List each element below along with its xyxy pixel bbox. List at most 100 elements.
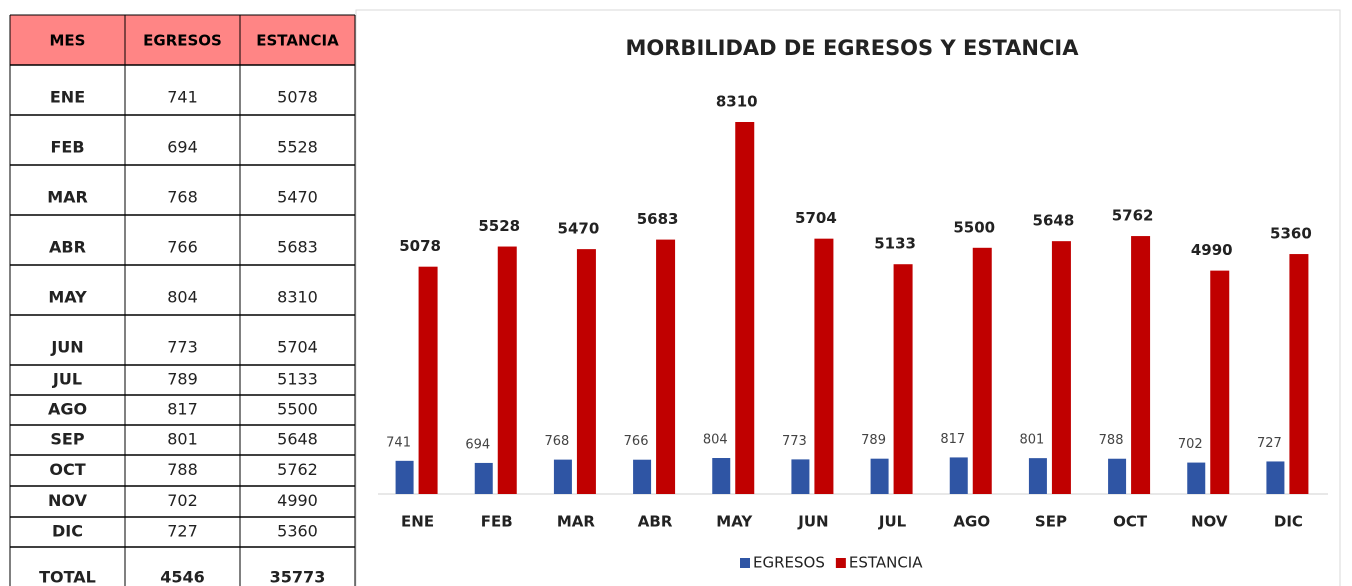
bar [814,238,834,494]
x-tick-label: MAY [716,513,753,531]
bar [1266,461,1285,494]
data-label: 789 [861,433,886,448]
x-tick-label: ABR [638,513,673,531]
table-cell: 702 [167,491,198,510]
bar [553,459,572,494]
month-cell: JUN [50,338,83,357]
month-cell: FEB [50,138,84,157]
bar [474,462,493,494]
data-label: 727 [1257,436,1282,451]
x-tick-label: OCT [1113,513,1148,531]
column-header: MES [50,32,86,50]
legend-swatch [740,558,750,568]
data-label: 5500 [953,218,995,236]
data-label: 804 [703,433,728,448]
column-header: EGRESOS [143,32,222,50]
bar [1028,458,1047,494]
legend-label: ESTANCIA [849,554,923,572]
x-tick-label: JUL [878,513,907,531]
bar [791,459,810,494]
bar [893,264,913,494]
data-label: 702 [1178,437,1203,452]
table-cell: 789 [167,370,198,389]
table-cell: 768 [167,188,198,207]
data-label: 4990 [1191,241,1233,259]
bar [972,247,992,494]
month-cell: SEP [50,430,84,449]
data-label: 766 [624,434,649,449]
data-label: 817 [940,432,965,447]
bar [949,457,968,494]
data-label: 5470 [558,220,600,238]
x-tick-label: JUN [797,513,828,531]
table-cell: 5133 [277,370,318,389]
data-label: 5762 [1112,207,1154,225]
bar [712,458,731,494]
table-cell: 5078 [277,88,318,107]
header-bg [10,15,355,65]
month-cell: OCT [49,460,85,479]
table-cell: 741 [167,88,198,107]
x-tick-label: MAR [557,513,596,531]
data-label: 5528 [478,217,520,235]
bar [870,458,889,494]
data-label: 741 [386,435,411,450]
table-cell: 694 [167,138,198,157]
month-cell: MAY [48,288,87,307]
table-cell: 5360 [277,522,318,541]
x-tick-label: AGO [953,513,990,531]
table-cell: 5470 [277,188,318,207]
bar [395,460,414,494]
month-cell: MAR [47,188,88,207]
chart-title: MORBILIDAD DE EGRESOS Y ESTANCIA [626,36,1080,60]
data-label: 5360 [1270,225,1312,243]
table-cell: 766 [167,238,198,257]
data-label: 5648 [1033,212,1075,230]
x-tick-label: NOV [1191,513,1228,531]
bar [418,266,438,494]
legend-label: EGRESOS [753,554,825,572]
bar [1051,241,1071,494]
bar [735,122,755,494]
total-cell: 4546 [160,568,205,586]
bar [576,249,596,494]
bar [633,459,652,494]
month-cell: DIC [52,522,83,541]
column-header: ESTANCIA [256,32,339,50]
data-label: 5704 [795,209,837,227]
x-tick-label: ENE [401,513,434,531]
table-cell: 773 [167,338,198,357]
x-tick-label: FEB [481,513,513,531]
data-label: 8310 [716,93,758,111]
table-cell: 8310 [277,288,318,307]
bar [1108,458,1127,494]
chart-frame [355,9,1341,586]
legend-swatch [835,558,846,568]
month-cell: AGO [48,400,87,419]
table-cell: 5648 [277,430,318,449]
bar [1131,236,1151,495]
bar [656,239,676,494]
table-cell: 788 [167,460,198,479]
data-label: 773 [782,434,807,449]
total-cell: 35773 [270,568,326,586]
bar [1187,462,1206,494]
month-cell: ABR [49,238,86,257]
table-cell: 804 [167,288,198,307]
table-cell: 801 [167,430,198,449]
data-label: 801 [1020,433,1045,448]
data-label: 694 [465,437,490,452]
month-cell: JUL [52,370,82,389]
table-cell: 5500 [277,400,318,419]
data-label: 788 [1099,433,1124,448]
table-cell: 4990 [277,491,318,510]
x-tick-label: SEP [1035,513,1067,531]
bar [497,246,517,494]
table-cell: 5762 [277,460,318,479]
bar [1210,270,1230,494]
data-label: 5078 [399,237,441,255]
data-label: 5133 [874,235,916,253]
x-tick-label: DIC [1274,513,1303,531]
month-cell: NOV [48,491,88,510]
